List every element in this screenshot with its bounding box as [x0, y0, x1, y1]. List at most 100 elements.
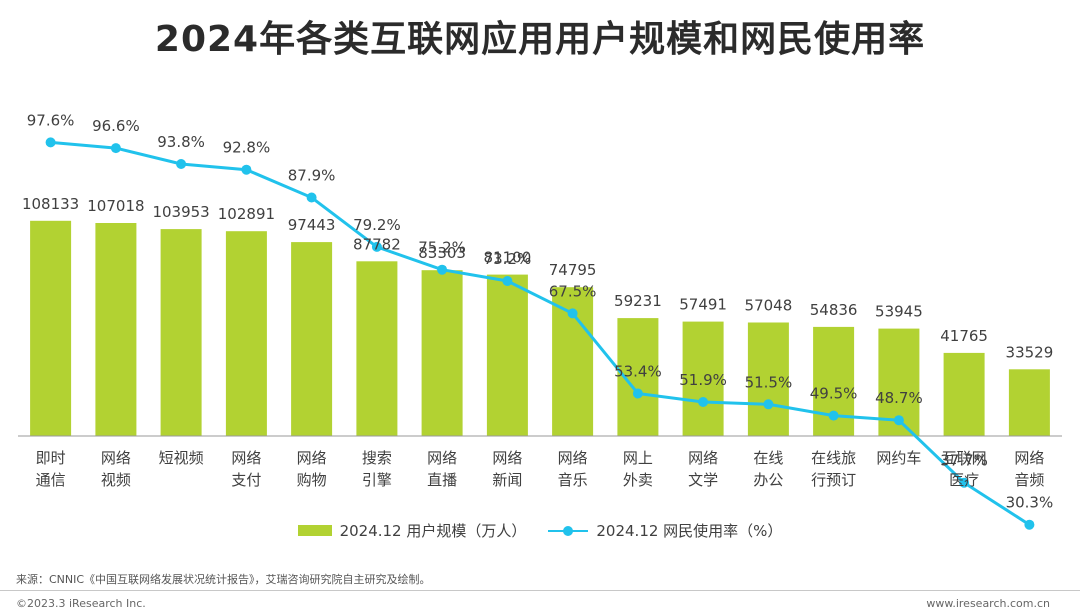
legend-item-line: 2024.12 网民使用率（%）	[548, 520, 782, 541]
bar-value-label: 59231	[614, 292, 662, 310]
line-point	[632, 388, 643, 399]
line-point	[176, 159, 187, 169]
bar	[225, 231, 267, 436]
bar	[421, 270, 463, 436]
category-label: 外卖	[623, 471, 653, 489]
line-point	[959, 477, 970, 488]
line-value-label: 97.6%	[27, 111, 75, 129]
legend: 2024.12 用户规模（万人） 2024.12 网民使用率（%）	[0, 520, 1080, 541]
bar	[1008, 369, 1050, 436]
line-value-label: 73.2%	[484, 250, 532, 268]
category-label: 直播	[427, 471, 457, 489]
line-point	[306, 192, 317, 203]
bar	[356, 261, 398, 436]
category-label: 新闻	[492, 471, 522, 489]
category-label: 视频	[101, 471, 131, 489]
category-label: 网络	[1014, 449, 1044, 467]
page-title: 2024年各类互联网应用用户规模和网民使用率	[154, 19, 926, 60]
bar-value-label: 57048	[745, 297, 793, 315]
bar	[486, 274, 528, 436]
line-value-label: 96.6%	[92, 117, 140, 135]
line-point	[502, 276, 513, 286]
bar	[291, 242, 333, 436]
line-value-label: 67.5%	[549, 282, 597, 300]
line-point	[110, 143, 121, 154]
category-label: 网络	[101, 449, 131, 467]
line-point	[698, 397, 709, 407]
line-point	[241, 164, 252, 175]
website-link: www.iresearch.com.cn	[926, 597, 1050, 610]
line-value-label: 93.8%	[157, 133, 205, 151]
category-label: 引擎	[362, 471, 392, 489]
bar-value-label: 41765	[940, 327, 988, 345]
legend-bar-swatch	[297, 525, 332, 536]
category-label: 网络	[558, 449, 588, 467]
category-label: 互联网	[942, 449, 987, 467]
category-label: 网络	[231, 449, 261, 467]
bar-value-label: 33529	[1006, 343, 1054, 361]
bar-value-label: 54836	[810, 301, 858, 319]
bar-value-label: 102891	[218, 205, 275, 223]
category-label: 在线	[753, 449, 783, 467]
line-point	[437, 264, 448, 275]
bar-value-label: 83303	[418, 244, 466, 262]
line-layer	[45, 137, 1035, 530]
category-label: 文学	[688, 471, 718, 489]
legend-bar-label: 2024.12 用户规模（万人）	[339, 522, 527, 540]
line-point	[893, 415, 904, 426]
category-label: 在线旅	[811, 449, 856, 467]
category-label: 通信	[36, 471, 66, 489]
bar-value-label: 87782	[353, 235, 401, 253]
bar-value-label: 97443	[288, 216, 336, 234]
category-label: 短视频	[159, 449, 204, 467]
line-value-label: 87.9%	[288, 167, 336, 185]
bar-value-label: 103953	[152, 203, 209, 221]
line-value-label: 48.7%	[875, 389, 923, 407]
legend-item-bar: 2024.12 用户规模（万人）	[297, 520, 527, 541]
line-point	[763, 399, 774, 410]
bar-value-label: 81100	[484, 249, 532, 267]
line-point	[828, 410, 839, 421]
line-point	[45, 137, 56, 148]
category-label: 购物	[297, 471, 327, 489]
line-point	[1024, 519, 1035, 530]
line-point	[371, 241, 382, 252]
line-point	[567, 308, 578, 319]
legend-line-swatch	[548, 525, 589, 537]
footer-divider	[0, 590, 1080, 591]
bar-value-label: 108133	[22, 195, 79, 213]
usage-rate-line	[50, 140, 1031, 526]
copyright: ©2023.3 iResearch Inc.	[16, 597, 146, 610]
line-value-label: 92.8%	[223, 139, 271, 157]
category-label: 医疗	[949, 471, 979, 489]
line-value-label: 37.7%	[940, 452, 988, 470]
category-label: 音频	[1014, 471, 1044, 489]
legend-line-label: 2024.12 网民使用率（%）	[596, 522, 783, 540]
category-label: 搜索	[362, 449, 392, 467]
bar-value-label: 74795	[549, 261, 597, 279]
category-label: 网上	[623, 449, 653, 467]
category-label: 网络	[427, 449, 457, 467]
bar-value-label: 53945	[875, 303, 923, 321]
category-label: 办公	[753, 471, 783, 489]
category-label: 网络	[688, 449, 718, 467]
category-label: 音乐	[558, 471, 588, 489]
category-label: 网络	[297, 449, 327, 467]
line-value-label: 53.4%	[614, 363, 662, 381]
category-label: 网络	[492, 449, 522, 467]
line-value-label: 79.2%	[353, 216, 401, 234]
line-value-label: 75.2%	[418, 239, 466, 257]
category-label: 行预订	[811, 471, 856, 489]
bars-layer	[30, 220, 1050, 436]
source-note: 来源：CNNIC《中国互联网络发展状况统计报告》，艾瑞咨询研究院自主研究及绘制。	[16, 573, 431, 586]
line-value-label: 49.5%	[810, 385, 858, 403]
bar-value-label: 57491	[679, 296, 727, 314]
bar	[682, 321, 724, 436]
bar	[95, 223, 137, 436]
category-label: 网约车	[876, 449, 921, 467]
bar	[943, 352, 985, 436]
category-label: 支付	[231, 471, 261, 489]
line-value-label: 30.3%	[1006, 494, 1054, 512]
